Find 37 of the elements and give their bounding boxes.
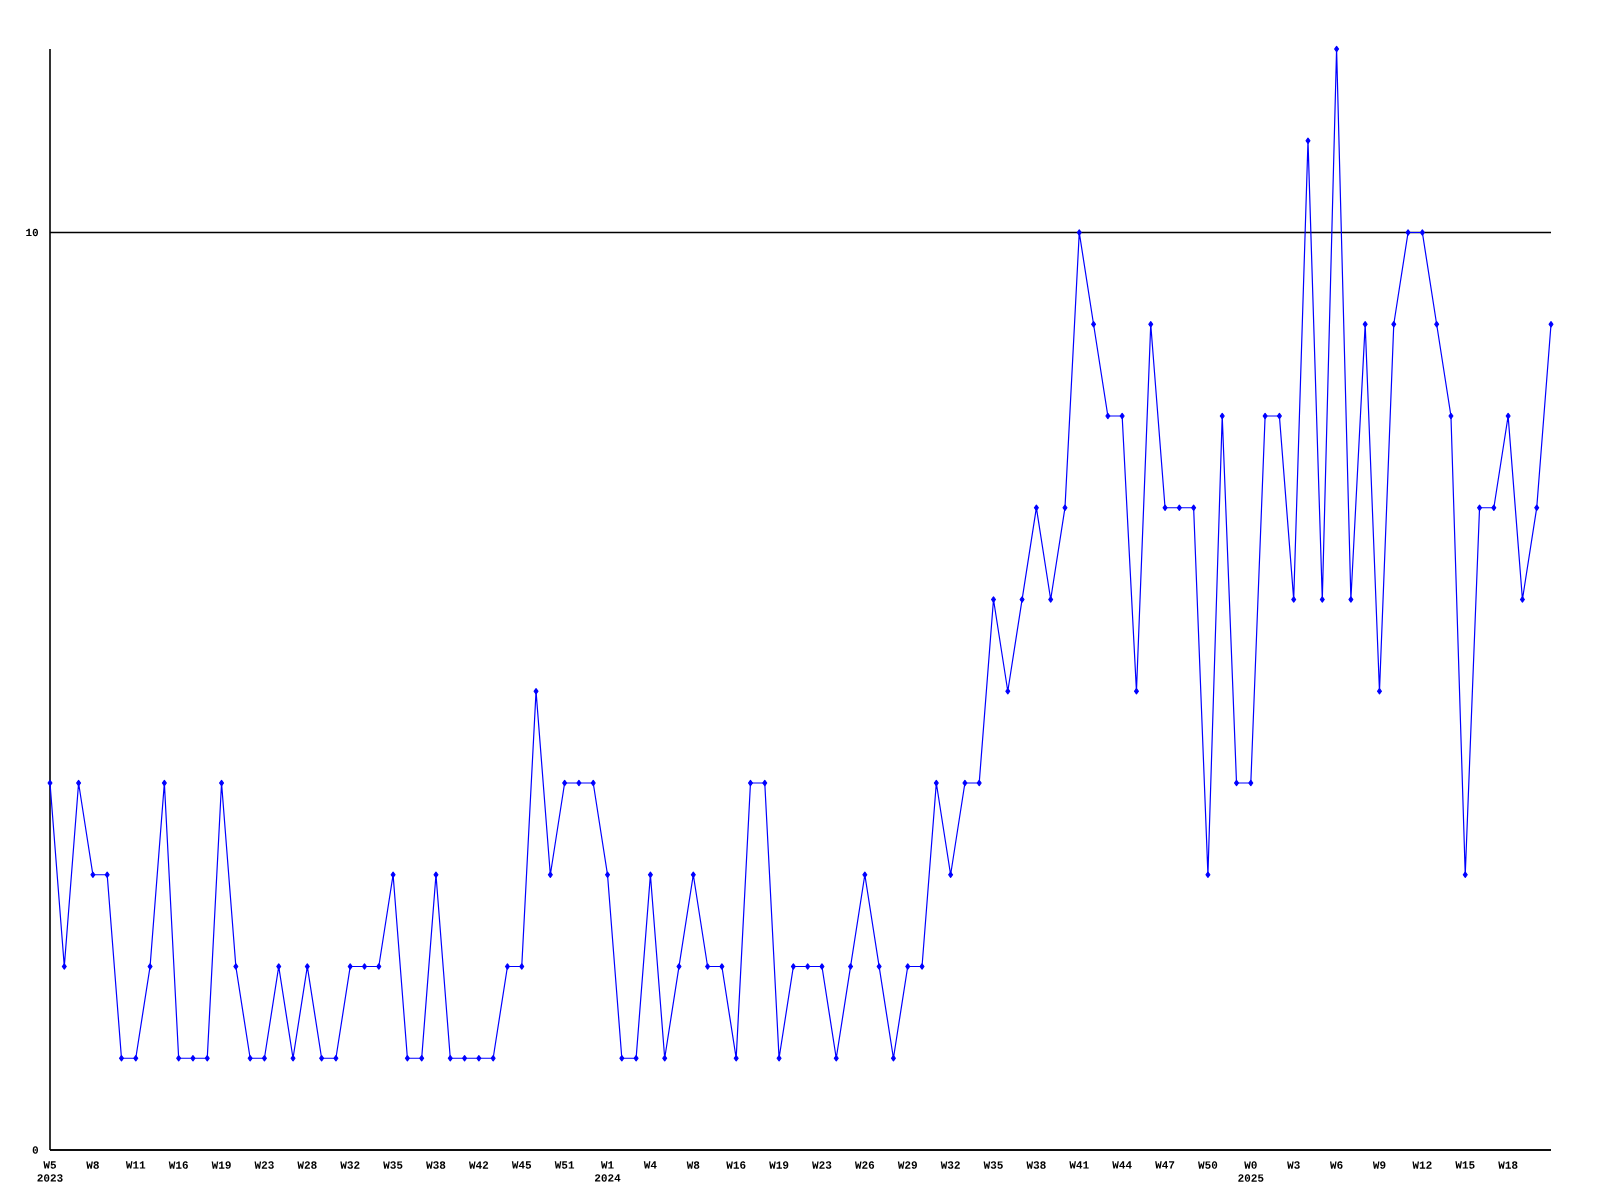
- x-tick-label: W18: [1498, 1161, 1518, 1169]
- x-tick-label: W29: [897, 1161, 917, 1169]
- x-tick-label: W8: [686, 1161, 700, 1169]
- x-tick-label: W35: [983, 1161, 1003, 1169]
- x-tick-label: W9: [1372, 1161, 1386, 1169]
- x-tick-label: W28: [297, 1161, 317, 1169]
- x-tick-label: W26: [854, 1161, 875, 1169]
- x-tick-label: W38: [1026, 1161, 1046, 1169]
- x-tick-label: W35: [383, 1161, 403, 1169]
- x-tick-label: W38: [426, 1161, 446, 1169]
- x-tick-label: W23: [254, 1161, 274, 1169]
- x-tick-label: W32: [940, 1161, 960, 1169]
- x-tick-label: W15: [1455, 1161, 1475, 1169]
- x-tick-label: W8: [86, 1161, 99, 1169]
- x-tick-label: W19: [769, 1161, 789, 1169]
- x-tick-label: W6: [1329, 1161, 1343, 1169]
- x-tick-label: W32: [340, 1161, 360, 1169]
- x-tick-label: W16: [726, 1161, 746, 1169]
- x-tick-label: W41: [1069, 1161, 1089, 1169]
- x-tick-label: W19: [211, 1161, 231, 1169]
- x-tick-label: W4: [643, 1161, 657, 1169]
- x-tick-label: W3: [1287, 1161, 1300, 1169]
- x-tick-label: W44: [1112, 1161, 1132, 1169]
- x-tick-label: W23: [812, 1161, 832, 1169]
- x-tick-label: W47: [1155, 1161, 1175, 1169]
- x-tick-label: W11: [125, 1161, 146, 1169]
- x-tick-label: W42: [468, 1161, 489, 1169]
- x-tick-label: W50: [1198, 1161, 1218, 1169]
- y-tick-label: 10: [26, 228, 39, 237]
- x-tick-label: W45: [511, 1161, 532, 1169]
- x-tick-label: W1 2024: [594, 1161, 621, 1182]
- y-tick-label: 0: [32, 1146, 39, 1154]
- x-tick-label: W51: [554, 1161, 575, 1169]
- x-tick-label: W5 2023: [37, 1161, 63, 1182]
- x-tick-label: W12: [1412, 1161, 1432, 1169]
- x-tick-label: W0 2025: [1238, 1161, 1264, 1182]
- x-tick-label: W16: [168, 1161, 188, 1169]
